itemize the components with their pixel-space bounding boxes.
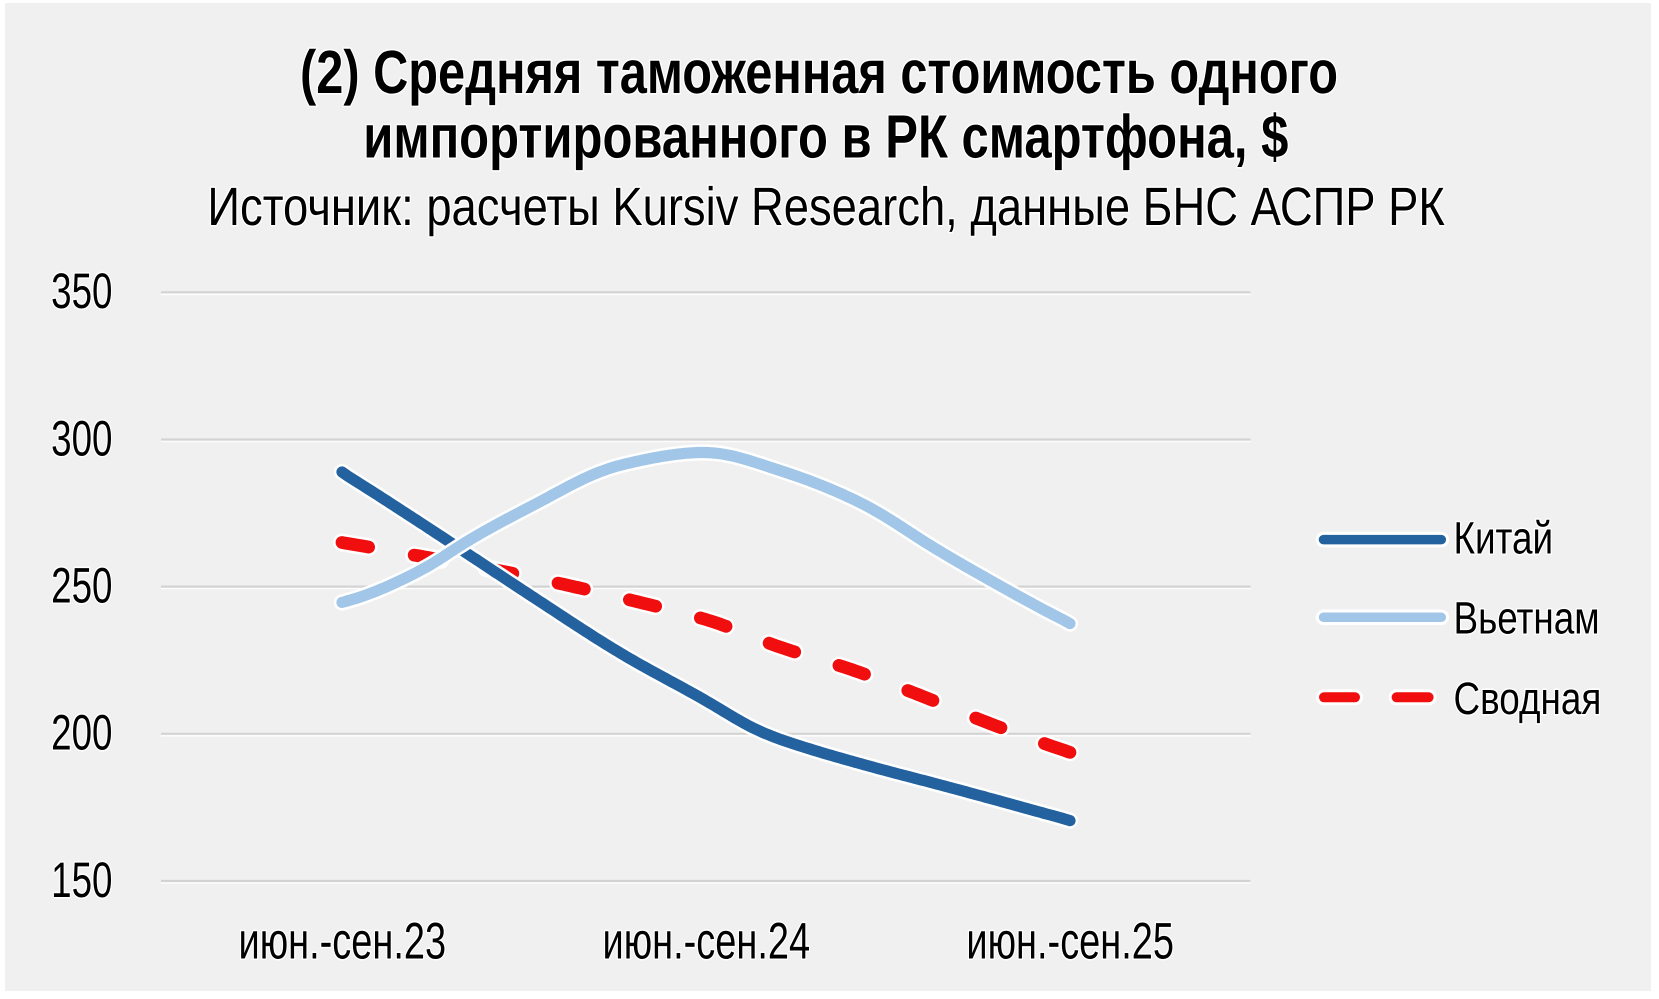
- svg-text:Вьетнам: Вьетнам: [1454, 593, 1600, 644]
- svg-text:июн.-сен.24: июн.-сен.24: [602, 912, 810, 970]
- svg-text:150: 150: [51, 852, 112, 908]
- svg-text:Китай: Китай: [1454, 513, 1554, 564]
- svg-text:импортированного в РК смартфон: импортированного в РК смартфона, $: [363, 103, 1288, 171]
- svg-text:300: 300: [51, 410, 112, 466]
- svg-text:350: 350: [51, 263, 112, 319]
- svg-text:(2) Средняя таможенная стоимос: (2) Средняя таможенная стоимость одного: [300, 38, 1338, 106]
- svg-text:июн.-сен.25: июн.-сен.25: [966, 912, 1174, 970]
- svg-text:Источник: расчеты Kursiv Resea: Источник: расчеты Kursiv Research, данны…: [207, 177, 1445, 237]
- svg-text:июн.-сен.23: июн.-сен.23: [238, 912, 446, 970]
- svg-text:250: 250: [51, 557, 112, 613]
- svg-text:Сводная: Сводная: [1454, 673, 1602, 724]
- svg-text:200: 200: [51, 705, 112, 761]
